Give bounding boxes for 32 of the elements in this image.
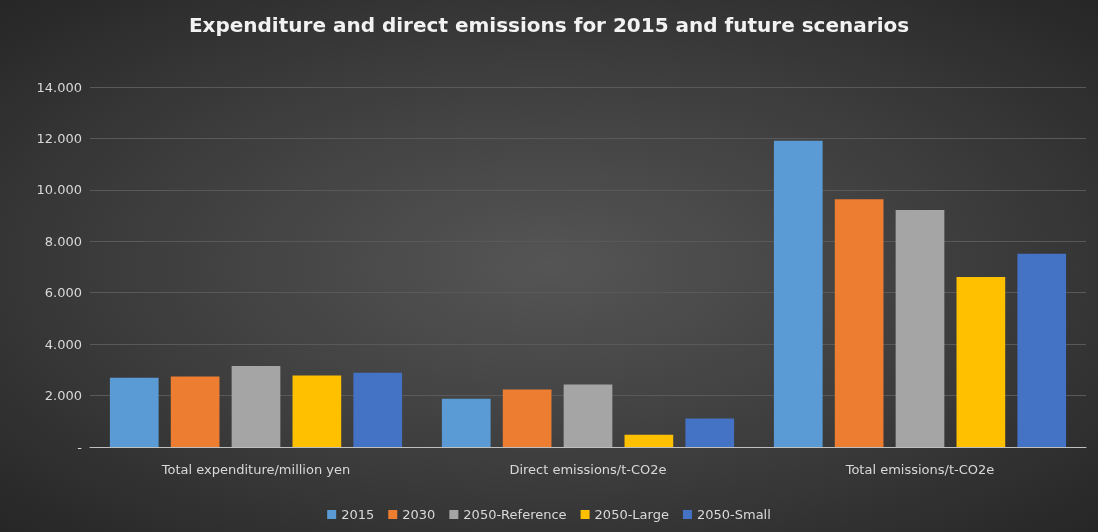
y-tick-label: 10.000 [36,182,82,198]
legend-label: 2050-Small [696,507,771,522]
bar [170,376,220,447]
y-tick-label: 6.000 [44,285,82,301]
legend-label: 2050-Large [594,507,669,522]
y-tick-label: 12.000 [36,130,82,146]
bar [1017,253,1067,447]
bar [502,389,552,447]
bar [956,277,1006,447]
y-tick-label: 2.000 [44,388,82,404]
bar [441,398,491,447]
bar [834,199,884,447]
legend-label: 2030 [402,507,436,522]
y-tick-label: 8.000 [44,233,82,249]
chart-title: Expenditure and direct emissions for 2015 and future scenarios [188,13,910,37]
y-tick-label: 4.000 [44,336,82,352]
x-tick-label: Total emissions/t-CO2e [844,462,995,477]
legend-label: 2050-Reference [463,507,567,522]
bar [563,384,613,447]
bar [624,434,674,447]
x-tick-label: Direct emissions/t-CO2e [509,462,667,477]
bar [895,209,945,447]
y-tick-label: 14.000 [36,79,82,95]
y-tick-label: - [77,439,83,455]
bar [292,375,342,447]
bar [685,418,735,447]
x-tick-label: Total expenditure/million yen [160,462,351,477]
bar [773,140,823,447]
bar [231,366,281,447]
bar [109,377,159,447]
bar [353,372,403,447]
legend-label: 2015 [341,507,375,522]
